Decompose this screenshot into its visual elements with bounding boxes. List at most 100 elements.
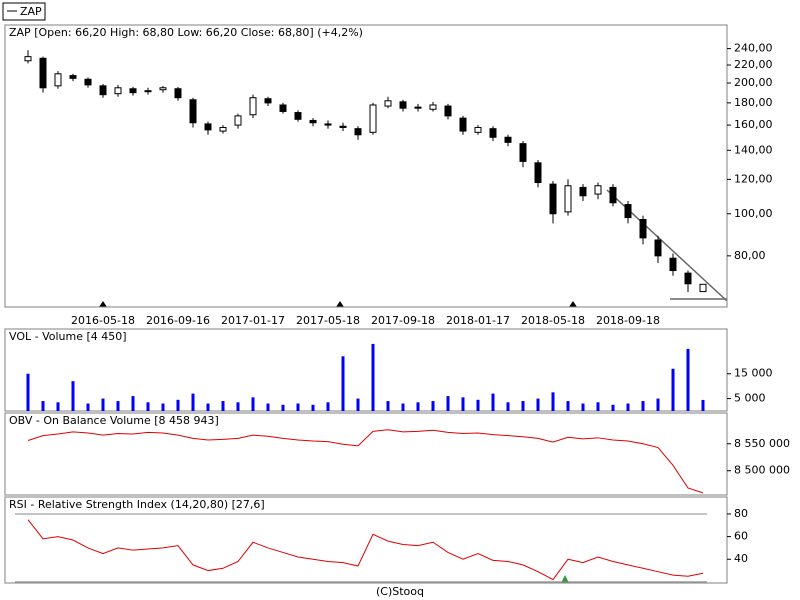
- volume-bar: [131, 396, 135, 411]
- candle-body: [159, 87, 167, 91]
- volume-bar: [626, 403, 630, 411]
- event-marker: [99, 301, 107, 307]
- panel-title: VOL - Volume [4 450]: [9, 330, 127, 343]
- volume-bar: [656, 398, 660, 411]
- volume-bar: [206, 403, 210, 411]
- volume-bar: [461, 397, 465, 411]
- candle-body: [474, 126, 482, 133]
- x-tick-label: 2017-05-18: [296, 314, 360, 327]
- volume-bar: [326, 402, 330, 411]
- candle-body: [444, 105, 452, 117]
- footer: (C)Stooq: [376, 585, 424, 598]
- volume-bar: [686, 348, 690, 411]
- event-marker: [336, 301, 344, 307]
- volume-bar: [161, 403, 165, 411]
- volume-bar: [116, 401, 120, 411]
- y-tick-label: 8 500 000: [734, 464, 790, 477]
- candle-body: [204, 123, 212, 131]
- volume-bar: [191, 393, 195, 411]
- x-tick-label: 2018-09-18: [596, 314, 660, 327]
- volume-bar: [311, 404, 315, 411]
- volume-bar: [521, 401, 525, 411]
- candle-body: [339, 125, 347, 128]
- volume-bar: [386, 401, 390, 411]
- candle-body: [564, 185, 572, 213]
- volume-bar: [581, 403, 585, 411]
- volume-bar: [266, 403, 270, 411]
- candle-body: [699, 283, 707, 293]
- volume-bar: [71, 381, 75, 411]
- volume-bar: [611, 404, 615, 411]
- legend-box: [2, 2, 46, 21]
- candle-body: [534, 162, 542, 184]
- volume-bar: [341, 356, 345, 411]
- volume-bar: [236, 402, 240, 411]
- volume-bar: [446, 396, 450, 411]
- candle-body: [639, 219, 647, 239]
- y-tick-label: 40: [734, 552, 748, 565]
- y-tick-label: 200,00: [734, 76, 773, 89]
- volume-bar: [86, 403, 90, 411]
- volume-bar: [221, 401, 225, 411]
- candle-body: [684, 272, 692, 285]
- candle-body: [189, 99, 197, 124]
- volume-bar: [281, 404, 285, 411]
- panel-frame: [4, 328, 728, 412]
- volume-bar: [491, 393, 495, 411]
- candle-body: [84, 78, 92, 86]
- panel-title: RSI - Relative Strength Index (14,20,80)…: [9, 498, 265, 511]
- candle-body: [654, 239, 662, 257]
- legend-label: ZAP: [20, 5, 42, 18]
- volume-bar: [551, 392, 555, 411]
- candle-body: [504, 136, 512, 143]
- candle-body: [669, 257, 677, 272]
- volume-bar: [26, 373, 30, 411]
- panel-title: OBV - On Balance Volume [8 458 943]: [9, 414, 219, 427]
- candle-body: [624, 204, 632, 219]
- indicator-line: [27, 429, 704, 494]
- volume-bar: [596, 402, 600, 411]
- volume-bar: [536, 398, 540, 411]
- x-tick-label: 2016-09-16: [146, 314, 210, 327]
- volume-bar: [566, 401, 570, 411]
- y-tick-label: 80: [734, 507, 748, 520]
- volume-bar: [176, 399, 180, 411]
- volume-bar: [41, 401, 45, 411]
- panel-frame: [4, 412, 728, 496]
- volume-bar: [416, 402, 420, 411]
- candle-body: [264, 98, 272, 104]
- candle-body: [144, 90, 152, 93]
- y-tick-label: 8 550 000: [734, 437, 790, 450]
- y-tick-label: 5 000: [734, 392, 766, 405]
- x-tick-label: 2017-01-17: [221, 314, 285, 327]
- y-tick-label: 120,00: [734, 172, 773, 185]
- candle-body: [369, 104, 377, 133]
- volume-bar: [641, 401, 645, 411]
- candle-body: [219, 126, 227, 132]
- y-tick-label: 140,00: [734, 143, 773, 156]
- x-tick-label: 2016-05-18: [71, 314, 135, 327]
- candle-body: [249, 97, 257, 116]
- candle-body: [354, 128, 362, 136]
- volume-bar: [671, 368, 675, 411]
- volume-bar: [476, 399, 480, 411]
- y-tick-label: 160,00: [734, 118, 773, 131]
- candle-body: [129, 88, 137, 94]
- x-tick-label: 2018-05-18: [521, 314, 585, 327]
- volume-bar: [251, 397, 255, 411]
- volume-bar: [146, 402, 150, 411]
- candle-body: [69, 75, 77, 79]
- candle-body: [384, 100, 392, 107]
- panel-title: ZAP [Open: 66,20 High: 68,80 Low: 66,20 …: [9, 26, 363, 39]
- candle-body: [54, 73, 62, 87]
- candle-body: [519, 143, 527, 162]
- candle-body: [429, 104, 437, 110]
- y-tick-label: 100,00: [734, 207, 773, 220]
- indicator-line: [27, 519, 704, 581]
- panel-frame: [4, 496, 728, 584]
- candle-body: [549, 183, 557, 215]
- signal-marker: [561, 575, 569, 583]
- candle-body: [114, 87, 122, 95]
- candle-body: [324, 123, 332, 126]
